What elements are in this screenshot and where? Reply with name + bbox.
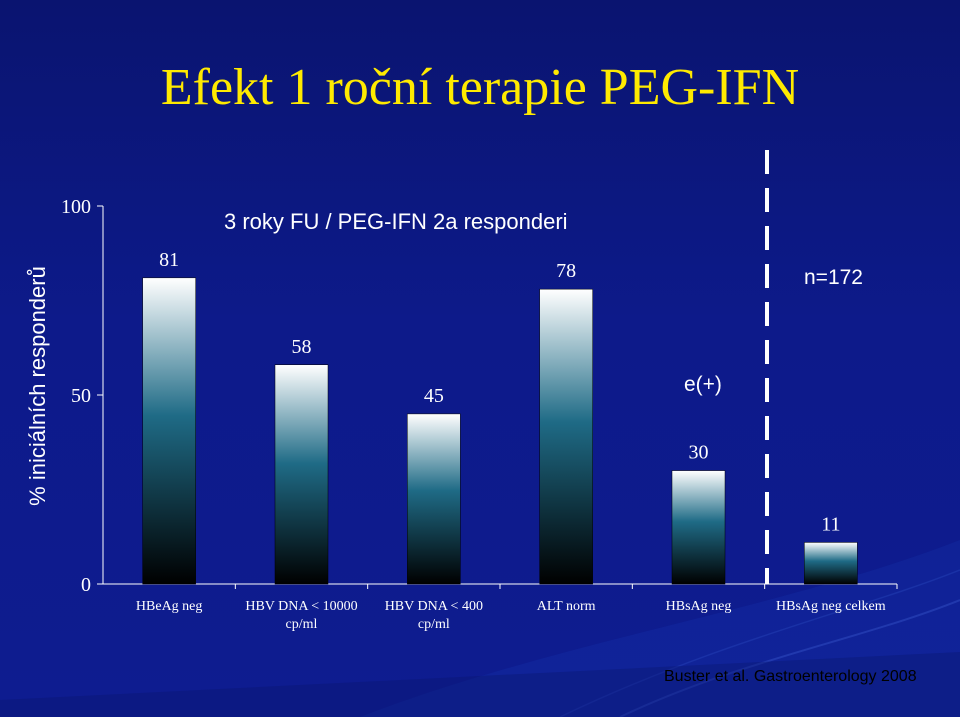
bars (142, 277, 858, 585)
bar (142, 277, 196, 585)
labels: 81 HBeAg neg 58 HBV DNA < 10000 cp/ml 45 HBV D… (136, 249, 886, 632)
data-label: 81 (159, 249, 179, 271)
bar (539, 288, 593, 585)
data-label: 45 (424, 385, 444, 407)
x-tick-label: cp/ml (286, 617, 318, 632)
x-tick-label: HBsAg neg celkem (776, 599, 886, 614)
x-tick-label: HBeAg neg (136, 599, 203, 614)
x-tick-label: ALT norm (537, 599, 596, 614)
chart-subtitle: 3 roky FU / PEG-IFN 2a responderi (224, 209, 568, 234)
x-tick-label: HBV DNA < 400 (385, 599, 483, 614)
y-tick-label: 0 (81, 574, 91, 596)
annotation-n-total: n=172 (804, 266, 863, 289)
x-tick-label: cp/ml (418, 617, 450, 632)
data-label: 58 (292, 336, 312, 358)
y-tick-label: 100 (61, 196, 91, 218)
x-tick-label: HBsAg neg (666, 599, 732, 614)
bar (804, 542, 858, 585)
bar (407, 413, 461, 585)
x-tick-label: HBV DNA < 10000 (245, 599, 357, 614)
data-label: 78 (556, 260, 576, 282)
slide-title: Efekt 1 roční terapie PEG-IFN (160, 59, 800, 116)
bar (671, 470, 726, 585)
bar (274, 364, 329, 585)
citation: Buster et al. Gastroenterology 2008 (664, 668, 917, 685)
y-tick-label: 50 (71, 385, 91, 407)
data-label: 30 (689, 442, 709, 464)
data-label: 11 (821, 513, 840, 535)
annotation-e-plus: e(+) (684, 373, 722, 396)
axes: 0 50 100 (61, 196, 898, 596)
